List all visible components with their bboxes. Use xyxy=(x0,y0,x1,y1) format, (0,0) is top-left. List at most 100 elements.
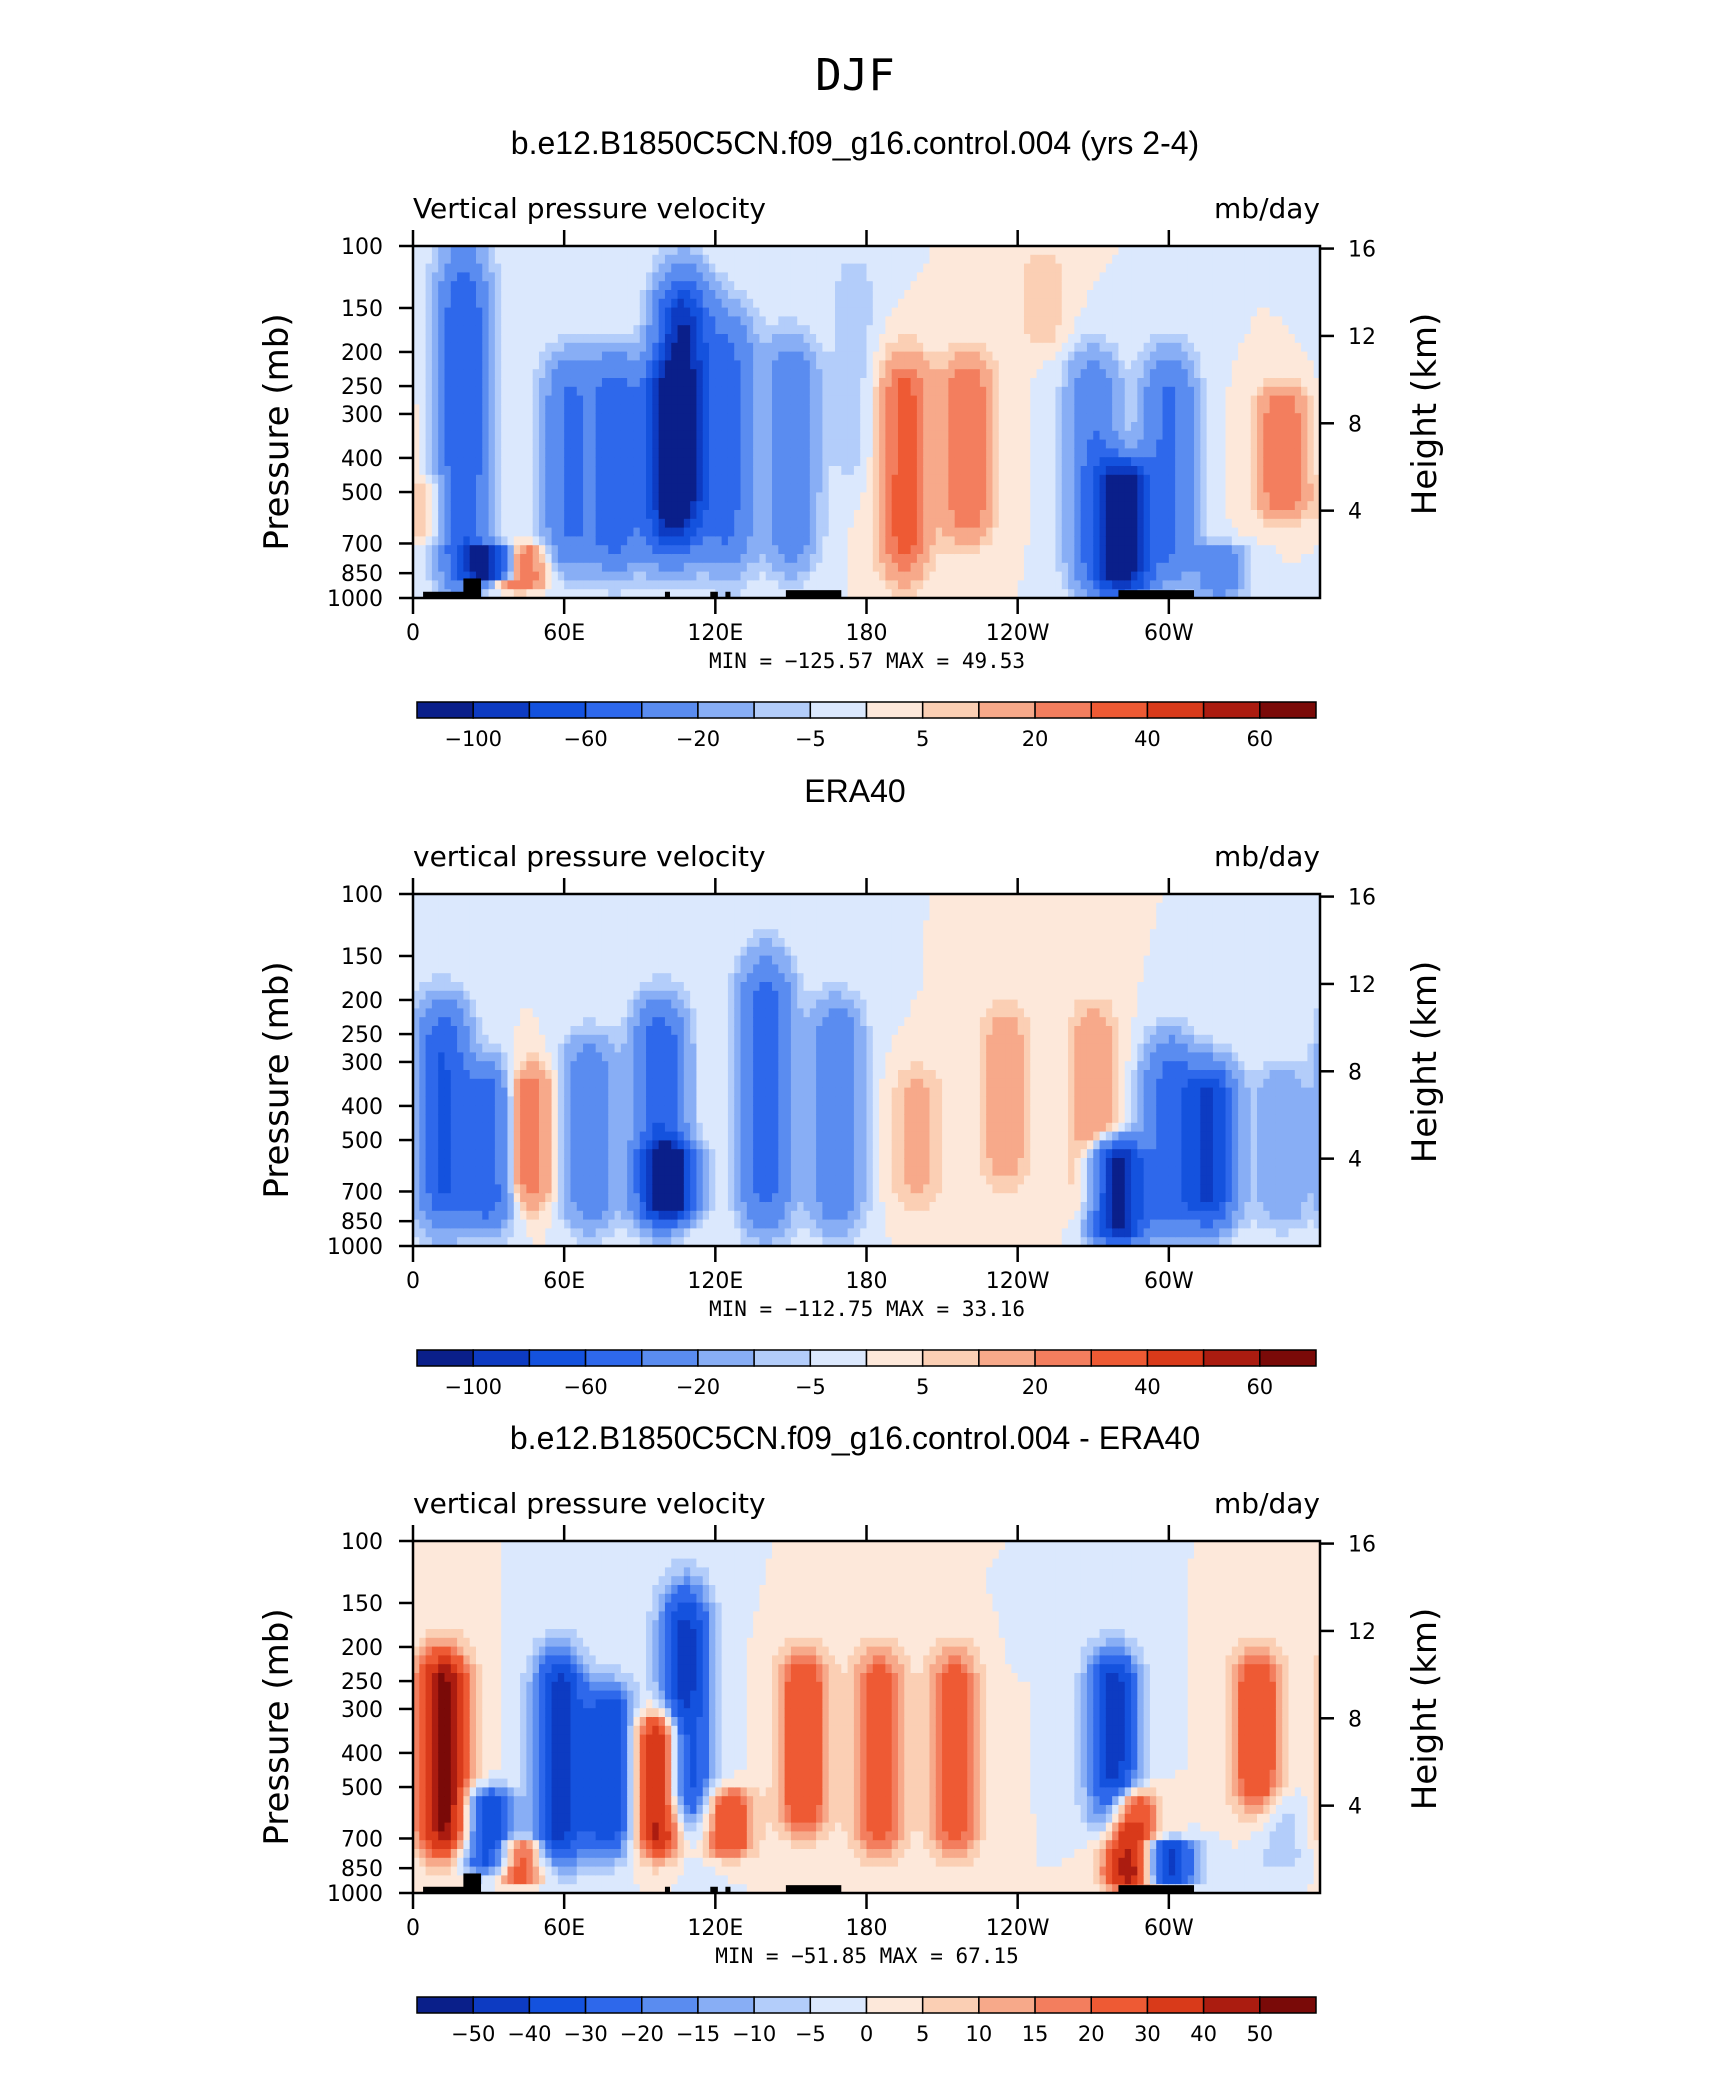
field-cell xyxy=(475,272,483,282)
field-cell xyxy=(646,325,653,335)
field-cell xyxy=(790,457,798,467)
field-cell xyxy=(551,369,559,379)
field-cell xyxy=(690,413,698,423)
field-cell xyxy=(772,580,779,590)
field-cell xyxy=(1112,254,1120,265)
field-cell xyxy=(589,483,597,493)
field-cell xyxy=(923,536,931,546)
field-cell xyxy=(425,404,433,414)
field-cell xyxy=(910,404,918,414)
field-cell xyxy=(973,290,981,300)
field-cell xyxy=(948,554,956,564)
field-cell xyxy=(639,492,647,502)
field-cell xyxy=(1194,351,1201,361)
field-cell xyxy=(683,554,691,564)
field-cell xyxy=(589,386,597,397)
field-cell xyxy=(1055,360,1063,370)
field-cell xyxy=(520,554,527,564)
field-cell xyxy=(1099,272,1107,282)
field-cell xyxy=(1143,580,1151,590)
field-cell xyxy=(960,422,968,432)
field-cell xyxy=(595,536,603,546)
field-cell xyxy=(960,281,968,291)
field-cell xyxy=(601,554,609,564)
field-cell xyxy=(935,246,943,256)
field-cell xyxy=(746,395,754,405)
field-cell xyxy=(488,378,496,388)
field-cell xyxy=(1181,536,1189,546)
field-cell xyxy=(1068,439,1075,449)
field-cell xyxy=(627,562,635,573)
field-cell xyxy=(942,430,949,441)
field-cell xyxy=(897,360,905,370)
field-cell xyxy=(463,510,471,520)
field-cell xyxy=(1093,378,1101,388)
field-cell xyxy=(879,325,886,335)
field-cell xyxy=(809,510,817,520)
field-cell xyxy=(1036,254,1044,265)
field-cell xyxy=(438,510,446,520)
field-cell xyxy=(973,554,981,564)
field-cell xyxy=(740,298,748,309)
field-cell xyxy=(532,457,540,467)
field-cell xyxy=(809,378,817,388)
field-cell xyxy=(664,281,672,291)
field-cell xyxy=(419,307,427,317)
field-cell xyxy=(765,545,773,555)
field-cell xyxy=(753,298,761,309)
field-cell xyxy=(1187,334,1195,344)
field-cell xyxy=(960,378,968,388)
field-cell xyxy=(444,554,452,564)
field-cell xyxy=(469,474,477,485)
field-cell xyxy=(627,501,635,511)
field-cell xyxy=(1168,518,1176,529)
field-cell xyxy=(1105,474,1113,485)
field-cell xyxy=(696,334,704,344)
field-cell xyxy=(828,246,836,256)
field-cell xyxy=(1143,430,1151,441)
field-cell xyxy=(753,316,761,326)
field-cell xyxy=(1156,448,1164,458)
field-cell xyxy=(614,246,622,256)
field-cell xyxy=(488,246,496,256)
field-cell xyxy=(809,430,817,441)
field-cell xyxy=(715,316,723,326)
field-cell xyxy=(614,457,622,467)
field-cell xyxy=(494,492,502,502)
field-cell xyxy=(1055,589,1063,598)
field-cell xyxy=(891,413,899,423)
field-cell xyxy=(841,466,849,476)
field-cell xyxy=(740,334,748,344)
field-cell xyxy=(1061,369,1069,379)
field-cell xyxy=(916,536,924,546)
field-cell xyxy=(973,589,981,598)
field-cell xyxy=(450,413,458,423)
field-cell xyxy=(450,325,458,335)
field-cell xyxy=(677,342,685,353)
field-cell xyxy=(904,263,912,273)
field-cell xyxy=(664,466,672,476)
field-cell xyxy=(1112,351,1120,361)
field-cell xyxy=(538,395,546,405)
field-cell xyxy=(1080,571,1088,581)
field-cell xyxy=(482,554,490,564)
field-cell xyxy=(457,404,464,414)
field-cell xyxy=(513,413,521,423)
field-cell xyxy=(948,272,956,282)
field-cell xyxy=(457,281,464,291)
field-cell xyxy=(1105,589,1113,598)
field-cell xyxy=(929,272,937,282)
field-cell xyxy=(746,254,754,265)
field-cell xyxy=(998,457,1006,467)
field-cell xyxy=(557,483,565,493)
field-cell xyxy=(1105,422,1113,432)
field-cell xyxy=(1118,510,1126,520)
field-cell xyxy=(513,501,521,511)
field-cell xyxy=(929,589,937,598)
field-cell xyxy=(608,527,616,537)
field-cell xyxy=(583,254,590,265)
field-cell xyxy=(935,325,943,335)
field-cell xyxy=(790,483,798,493)
field-cell xyxy=(709,254,716,265)
field-cell xyxy=(1168,246,1176,256)
